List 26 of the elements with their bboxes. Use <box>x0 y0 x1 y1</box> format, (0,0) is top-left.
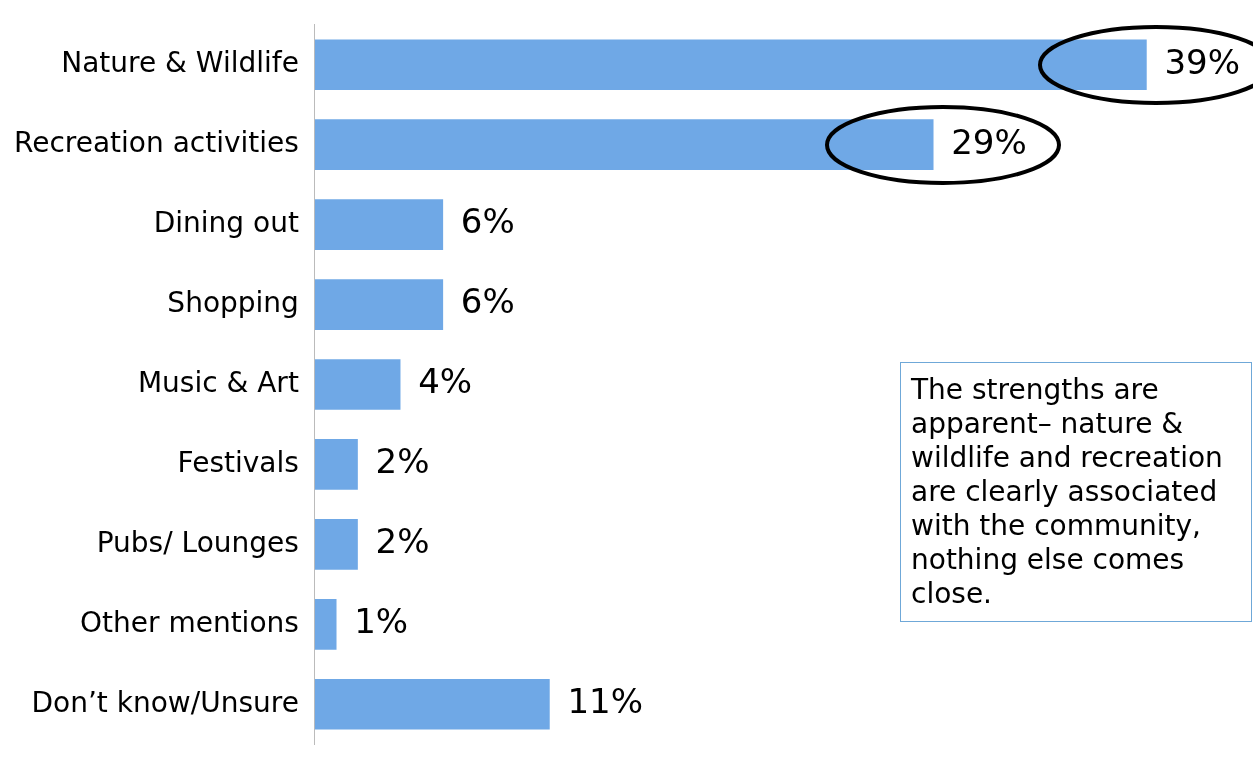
bar <box>314 519 358 570</box>
bar <box>314 359 401 410</box>
y-tick-label: Music & Art <box>137 365 299 399</box>
y-tick-label: Nature & Wildlife <box>61 46 299 80</box>
data-label: 6% <box>460 201 515 242</box>
y-tick-label: Dining out <box>153 205 299 239</box>
y-tick-label: Recreation activities <box>13 125 299 159</box>
bar <box>314 279 444 330</box>
data-label: 11% <box>567 681 643 722</box>
data-label: 6% <box>460 281 515 322</box>
data-label: 2% <box>375 521 430 562</box>
bar <box>314 678 550 730</box>
bar <box>314 199 444 250</box>
data-label: 2% <box>375 441 430 482</box>
y-tick-label: Shopping <box>167 285 299 319</box>
data-label: 1% <box>354 601 409 642</box>
data-label: 4% <box>418 361 473 402</box>
data-label: 29% <box>951 121 1027 162</box>
data-label: 39% <box>1164 41 1240 82</box>
y-tick-label: Other mentions <box>79 605 299 639</box>
annotation: The strengths are apparent– nature & wildlife and recreation are clearly associated with the community, nothing else comes close. <box>900 362 1252 622</box>
y-tick-label: Festivals <box>177 445 299 479</box>
bar <box>314 439 358 490</box>
y-tick-label: Pubs/ Lounges <box>96 525 299 559</box>
y-tick-label: Don’t know/Unsure <box>31 685 299 719</box>
bar <box>314 598 337 650</box>
